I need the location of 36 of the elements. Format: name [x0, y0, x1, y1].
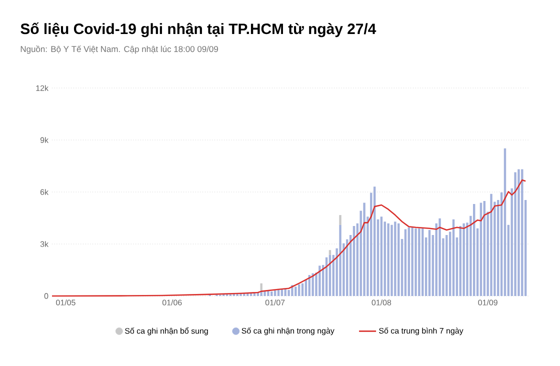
bar [446, 234, 448, 296]
bar [274, 290, 276, 296]
bar [408, 227, 410, 296]
bar [414, 228, 417, 296]
bar [267, 290, 270, 296]
bar [394, 222, 396, 296]
bar [462, 223, 465, 296]
bar [438, 218, 441, 296]
bar [294, 286, 297, 296]
bar [380, 216, 383, 296]
bar [318, 266, 321, 296]
line-series [51, 179, 526, 297]
bar [390, 224, 393, 296]
bar [277, 290, 280, 296]
bar [418, 228, 420, 296]
bar [514, 172, 516, 296]
bar [339, 215, 342, 225]
bar [428, 230, 431, 296]
bar [387, 223, 390, 296]
chart-subtitle: Nguồn: Bộ Y Tế Việt Nam. Cập nhật lúc 18:00 09/09 [20, 45, 218, 54]
bar [363, 202, 366, 296]
chart-title: Số liệu Covid-19 ghi nhận tại TP.HCM từ ngày 27/4 [20, 22, 376, 38]
bar [518, 169, 520, 296]
bar [328, 250, 332, 255]
bar [264, 291, 266, 296]
bar [270, 291, 273, 296]
bar [298, 284, 300, 296]
bar [411, 227, 414, 296]
bar [312, 273, 314, 296]
bar [404, 229, 407, 296]
bar [490, 194, 492, 296]
bar [301, 283, 304, 296]
bar [422, 228, 424, 296]
bar [398, 223, 400, 296]
bar [260, 283, 262, 292]
bar [339, 224, 342, 296]
